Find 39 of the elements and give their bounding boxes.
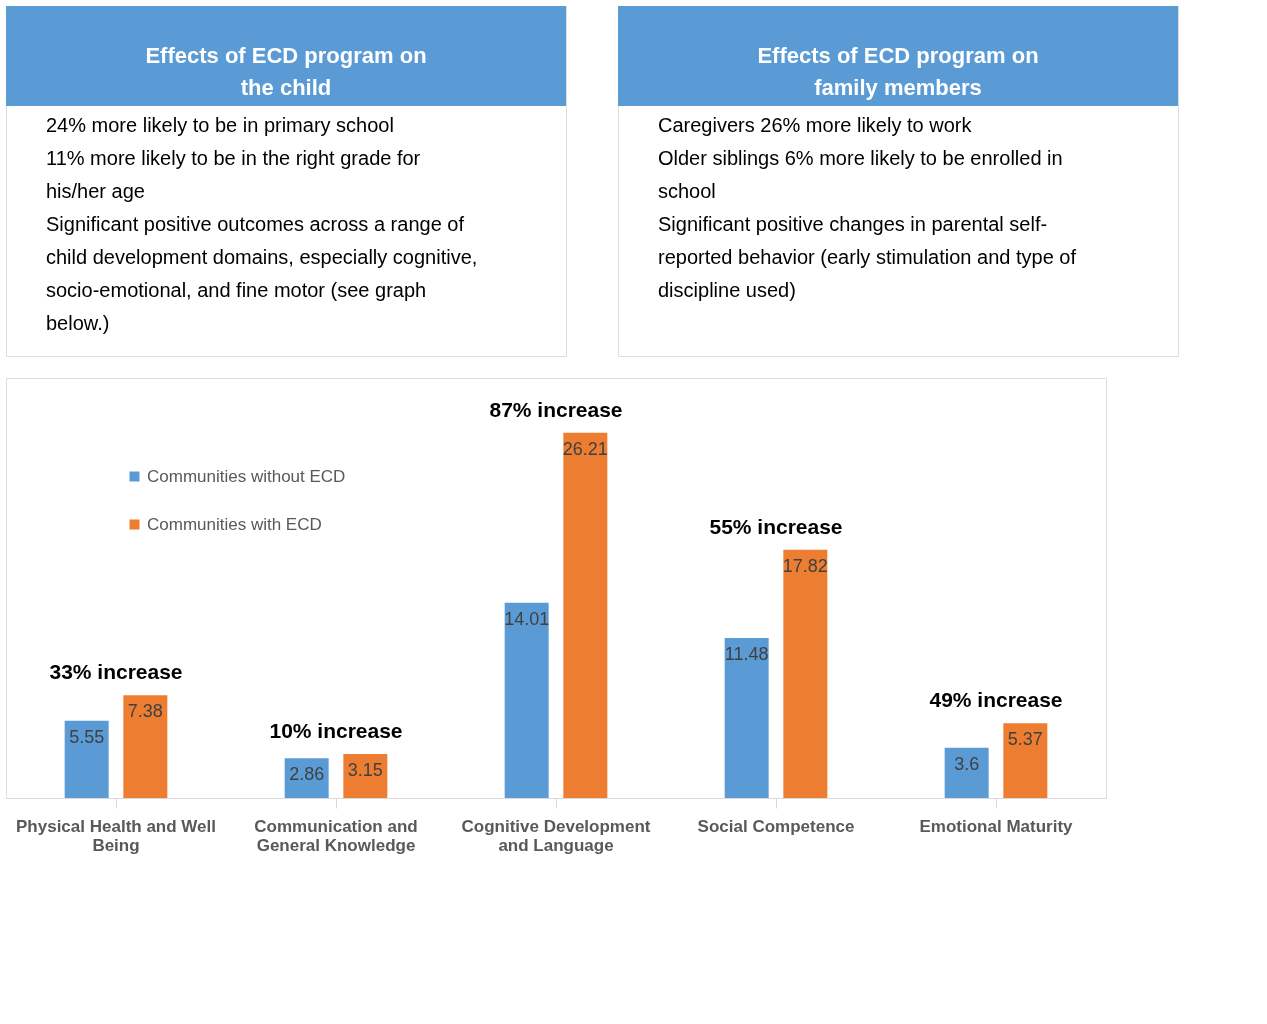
data-label: 5.55 (69, 726, 105, 747)
bar (64, 720, 109, 798)
data-label: 26.21 (562, 438, 608, 459)
data-label: 11.48 (724, 644, 769, 665)
bar (343, 754, 388, 798)
annotation: 49% increase (929, 688, 1063, 712)
data-label: 14.01 (504, 608, 550, 629)
data-label: 17.82 (782, 555, 828, 576)
data-label: 7.38 (127, 701, 163, 722)
bar (1003, 723, 1048, 798)
x-tick-label: Social Competence (697, 816, 855, 836)
annotation: 55% increase (709, 514, 843, 538)
legend-label: Communities with ECD (147, 514, 322, 534)
bar (724, 638, 769, 798)
data-label: 3.6 (954, 753, 980, 774)
legend-label: Communities without ECD (147, 466, 346, 486)
bar (783, 549, 828, 798)
x-tick-label: Emotional Maturity (919, 816, 1074, 836)
data-label: 5.37 (1007, 729, 1043, 750)
x-tick-label: Communication and General Knowledge (254, 816, 418, 855)
data-label: 2.86 (289, 764, 325, 785)
annotation: 10% increase (269, 719, 403, 743)
text: 87% increase (489, 397, 623, 421)
x-tick-label: Physical Health and Well Being (16, 816, 216, 855)
text: Effects of ECD program on family members (757, 43, 1039, 100)
text: 24% more likely to be in primary school (46, 114, 394, 136)
annotation: 33% increase (49, 660, 183, 684)
text: Older siblings 6% more likely to be enrolled in school (658, 147, 1063, 202)
bar (944, 747, 989, 798)
bar (504, 602, 549, 798)
text: Caregivers 26% more likely to work (658, 114, 973, 136)
text: Significant positive outcomes across a range of child development domains, especially cognitive, socio-emotional, and fine motor (see graph below.) (46, 213, 478, 334)
bar (123, 695, 168, 798)
x-tick-label: Cognitive Development and Language (461, 816, 651, 855)
data-label: 3.15 (347, 760, 383, 781)
text: Significant positive changes in parental self-reported behavior (early stimulation and type of discipline used) (658, 213, 1077, 301)
text: Effects of ECD program on the child (145, 43, 427, 100)
text: 11% more likely to be in the right grade for his/her age (46, 147, 421, 202)
bar (563, 432, 608, 798)
